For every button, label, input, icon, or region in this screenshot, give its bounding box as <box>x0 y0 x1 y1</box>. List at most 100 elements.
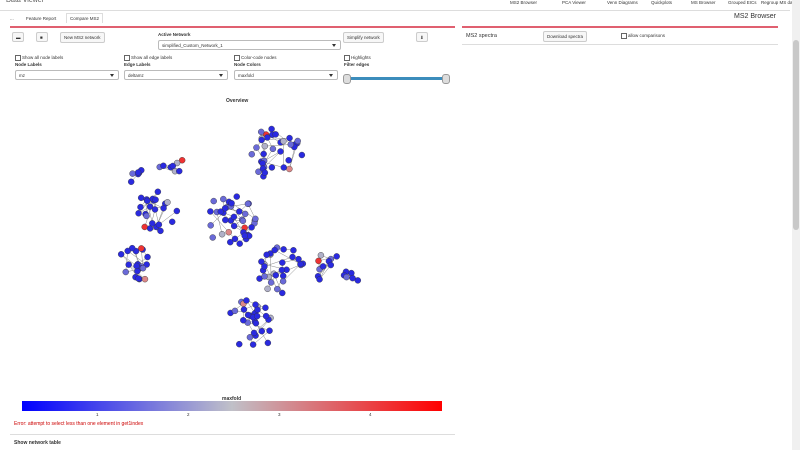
checkbox[interactable]: Color-code nodes <box>234 55 277 61</box>
node[interactable] <box>274 285 281 293</box>
node[interactable] <box>220 195 227 203</box>
node[interactable] <box>289 253 296 261</box>
node[interactable] <box>173 207 181 215</box>
node[interactable] <box>127 178 135 185</box>
node[interactable] <box>252 320 260 327</box>
node[interactable] <box>230 222 238 230</box>
node[interactable] <box>178 157 186 164</box>
nav-item[interactable]: Grouped EICs <box>728 0 757 5</box>
node[interactable] <box>268 164 276 171</box>
node[interactable] <box>272 272 279 279</box>
node[interactable] <box>263 251 270 259</box>
node[interactable] <box>155 221 163 228</box>
node[interactable] <box>248 151 255 158</box>
tab[interactable]: Feature Report <box>26 16 57 21</box>
node[interactable] <box>135 275 142 282</box>
node[interactable] <box>122 268 129 276</box>
node[interactable] <box>349 274 356 282</box>
checkbox[interactable]: Show all node labels <box>15 55 63 61</box>
node[interactable] <box>141 223 148 231</box>
node[interactable] <box>236 340 243 348</box>
node[interactable] <box>231 235 239 243</box>
node[interactable] <box>261 263 268 270</box>
node[interactable] <box>278 266 286 274</box>
node[interactable] <box>280 246 287 253</box>
node[interactable] <box>315 257 322 265</box>
node[interactable] <box>264 339 272 347</box>
node[interactable] <box>129 170 136 177</box>
node[interactable] <box>249 341 257 348</box>
node[interactable] <box>138 245 145 252</box>
node[interactable] <box>218 231 226 238</box>
node[interactable] <box>294 137 301 145</box>
checkbox[interactable]: allow comparisons <box>621 33 665 39</box>
node[interactable] <box>272 131 279 138</box>
node[interactable] <box>261 273 268 280</box>
node[interactable] <box>244 200 252 208</box>
slider[interactable] <box>346 77 446 80</box>
node[interactable] <box>164 199 171 206</box>
node[interactable] <box>267 279 275 286</box>
node[interactable] <box>239 217 247 225</box>
open-button[interactable]: ▬ <box>12 32 24 42</box>
node[interactable] <box>264 285 271 293</box>
node[interactable] <box>258 327 265 335</box>
node[interactable] <box>146 203 154 210</box>
node[interactable] <box>243 297 250 304</box>
node[interactable] <box>280 138 287 145</box>
node[interactable] <box>241 232 248 239</box>
node[interactable] <box>143 212 150 220</box>
node[interactable] <box>207 222 214 229</box>
node[interactable] <box>152 196 159 203</box>
node[interactable] <box>240 317 247 324</box>
node[interactable] <box>264 134 271 141</box>
node[interactable] <box>231 307 239 315</box>
node[interactable] <box>236 208 243 215</box>
node[interactable] <box>169 162 176 170</box>
nav-item[interactable]: Regroup MS data <box>761 0 797 5</box>
node[interactable] <box>160 204 167 212</box>
node[interactable] <box>137 203 144 211</box>
checkbox[interactable]: Show all edge labels <box>124 55 172 61</box>
node[interactable] <box>258 136 265 144</box>
node[interactable] <box>227 238 234 246</box>
node[interactable] <box>277 148 284 155</box>
node[interactable] <box>343 273 350 281</box>
node[interactable] <box>242 210 249 218</box>
node[interactable] <box>268 125 275 133</box>
node[interactable] <box>295 255 302 263</box>
slider-handle[interactable] <box>442 74 450 84</box>
tab[interactable]: Compare MS2 <box>66 13 104 23</box>
node[interactable] <box>154 188 162 195</box>
node[interactable] <box>261 169 269 176</box>
nav-item[interactable]: Venn Diagrams <box>607 0 638 5</box>
network-graph[interactable] <box>10 105 455 405</box>
node[interactable] <box>207 208 214 215</box>
node[interactable] <box>253 312 261 320</box>
node[interactable] <box>266 327 273 334</box>
node[interactable] <box>279 278 287 285</box>
node[interactable] <box>117 251 125 258</box>
node[interactable] <box>279 259 286 266</box>
node[interactable] <box>327 261 335 269</box>
tab[interactable]: ... <box>10 16 14 21</box>
node[interactable] <box>258 258 265 265</box>
node[interactable] <box>135 210 142 217</box>
simplify-button[interactable]: Simplify network <box>343 32 384 43</box>
node[interactable] <box>209 234 216 241</box>
node[interactable] <box>255 168 262 175</box>
node[interactable] <box>240 306 248 313</box>
node[interactable] <box>217 208 224 215</box>
scrollbar-thumb[interactable] <box>793 40 799 230</box>
node[interactable] <box>279 289 286 297</box>
node[interactable] <box>319 263 327 270</box>
node[interactable] <box>236 240 243 247</box>
download-spectra-button[interactable]: Download spectra <box>543 31 588 42</box>
new-network-button[interactable]: New MS2 network <box>60 32 105 43</box>
save-button[interactable]: ■ <box>36 32 48 42</box>
node[interactable] <box>144 253 151 261</box>
nav-item[interactable]: MS Browser <box>691 0 716 5</box>
node[interactable] <box>280 164 287 171</box>
node[interactable] <box>228 200 235 207</box>
node[interactable] <box>124 247 131 255</box>
